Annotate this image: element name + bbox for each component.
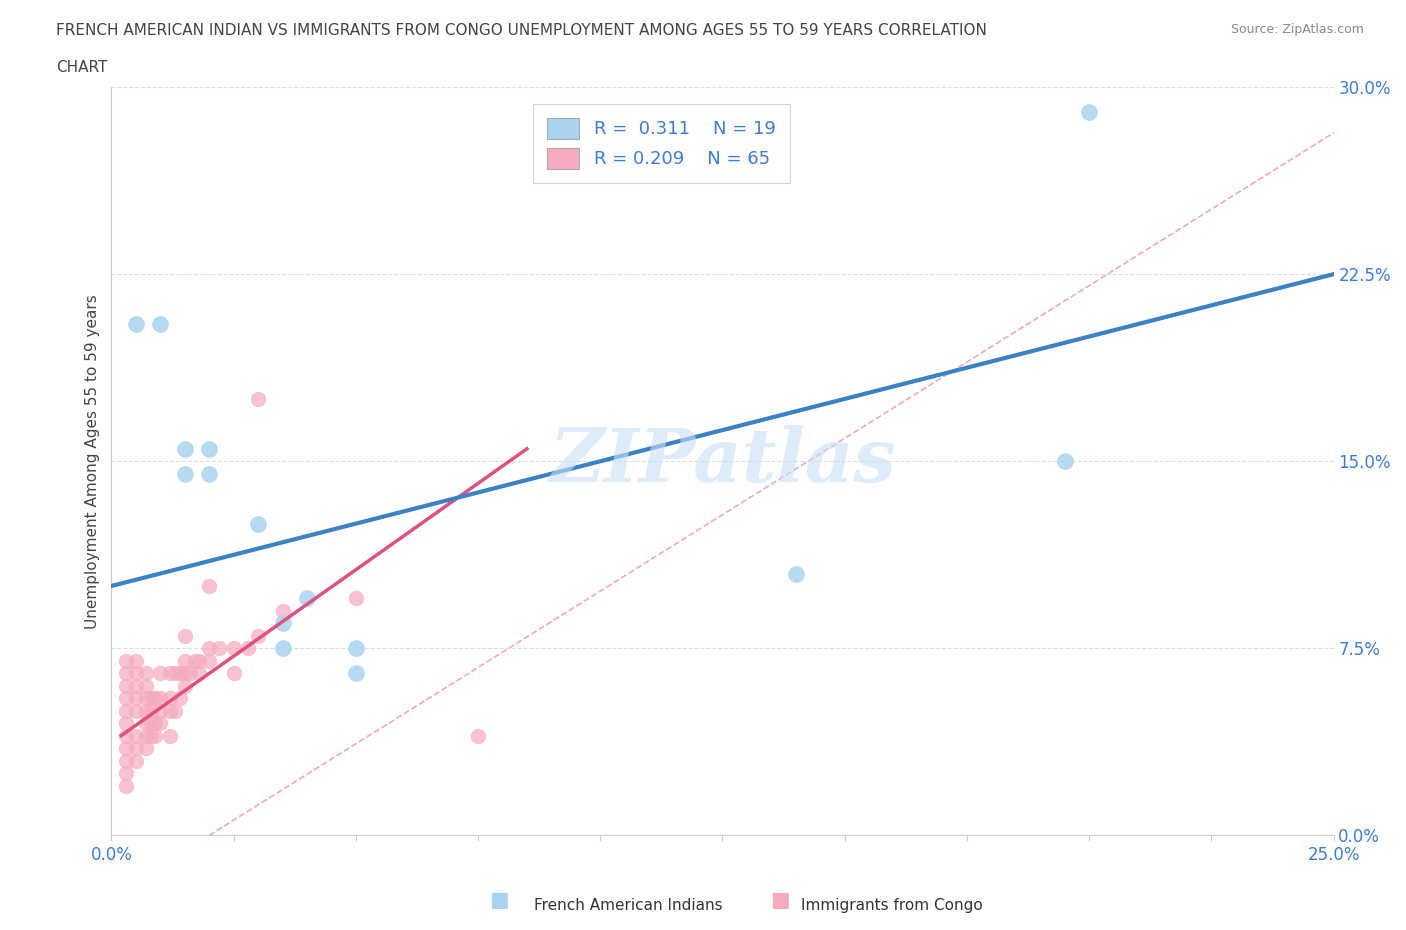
Point: [135, 666, 157, 681]
Point: [173, 466, 195, 481]
Point: [222, 641, 245, 656]
Point: [149, 703, 172, 718]
Point: [169, 691, 191, 706]
Point: [149, 666, 172, 681]
Point: [115, 691, 138, 706]
Point: [1053, 454, 1076, 469]
Point: [179, 666, 201, 681]
Point: [159, 703, 181, 718]
Point: [115, 678, 138, 693]
Point: [198, 654, 221, 669]
Point: [271, 641, 294, 656]
Point: [145, 691, 167, 706]
Point: [125, 728, 148, 743]
Point: [1078, 104, 1101, 119]
Point: [173, 678, 195, 693]
Text: French American Indians: French American Indians: [534, 898, 723, 913]
Text: CHART: CHART: [56, 60, 108, 75]
Point: [198, 641, 221, 656]
Point: [125, 753, 148, 768]
Point: [139, 728, 162, 743]
Point: [467, 728, 489, 743]
Text: Source: ZipAtlas.com: Source: ZipAtlas.com: [1230, 23, 1364, 36]
Point: [139, 691, 162, 706]
Point: [173, 629, 195, 644]
Point: [135, 691, 157, 706]
Point: [125, 316, 148, 331]
Point: [163, 666, 186, 681]
Text: FRENCH AMERICAN INDIAN VS IMMIGRANTS FROM CONGO UNEMPLOYMENT AMONG AGES 55 TO 59: FRENCH AMERICAN INDIAN VS IMMIGRANTS FRO…: [56, 23, 987, 38]
Point: [125, 691, 148, 706]
Text: ZIPatlas: ZIPatlas: [548, 425, 896, 498]
Point: [115, 654, 138, 669]
Point: [115, 740, 138, 755]
Point: [159, 666, 181, 681]
Point: [173, 654, 195, 669]
Point: [271, 616, 294, 631]
Y-axis label: Unemployment Among Ages 55 to 59 years: Unemployment Among Ages 55 to 59 years: [86, 294, 100, 629]
Point: [125, 740, 148, 755]
Point: [247, 516, 270, 531]
Point: [115, 778, 138, 793]
Point: [183, 654, 205, 669]
Point: [125, 678, 148, 693]
Point: [159, 691, 181, 706]
Text: ■: ■: [489, 889, 509, 910]
Point: [247, 629, 270, 644]
Point: [173, 666, 195, 681]
Point: [173, 442, 195, 457]
Point: [115, 753, 138, 768]
Point: [271, 604, 294, 618]
Point: [344, 666, 367, 681]
Point: [115, 765, 138, 780]
Point: [188, 666, 211, 681]
Point: [115, 666, 138, 681]
Point: [135, 678, 157, 693]
Point: [198, 578, 221, 593]
Point: [115, 716, 138, 731]
Point: [125, 666, 148, 681]
Point: [198, 442, 221, 457]
Point: [159, 728, 181, 743]
Point: [785, 566, 807, 581]
Point: [344, 591, 367, 606]
Point: [169, 666, 191, 681]
Point: [135, 716, 157, 731]
Point: [145, 716, 167, 731]
Point: [125, 654, 148, 669]
Point: [238, 641, 260, 656]
Point: [222, 666, 245, 681]
Point: [115, 703, 138, 718]
Point: [247, 392, 270, 406]
Point: [115, 728, 138, 743]
Point: [135, 728, 157, 743]
Point: [139, 703, 162, 718]
Point: [198, 466, 221, 481]
Point: [295, 591, 318, 606]
Point: [149, 716, 172, 731]
Point: [139, 716, 162, 731]
Point: [344, 641, 367, 656]
Point: [135, 740, 157, 755]
Point: [145, 728, 167, 743]
Point: [149, 691, 172, 706]
Text: Immigrants from Congo: Immigrants from Congo: [801, 898, 983, 913]
Point: [135, 703, 157, 718]
Point: [125, 703, 148, 718]
Point: [163, 703, 186, 718]
Text: ■: ■: [770, 889, 790, 910]
Point: [208, 641, 231, 656]
Legend: R =  0.311    N = 19, R = 0.209    N = 65: R = 0.311 N = 19, R = 0.209 N = 65: [533, 103, 790, 183]
Point: [149, 316, 172, 331]
Point: [188, 654, 211, 669]
